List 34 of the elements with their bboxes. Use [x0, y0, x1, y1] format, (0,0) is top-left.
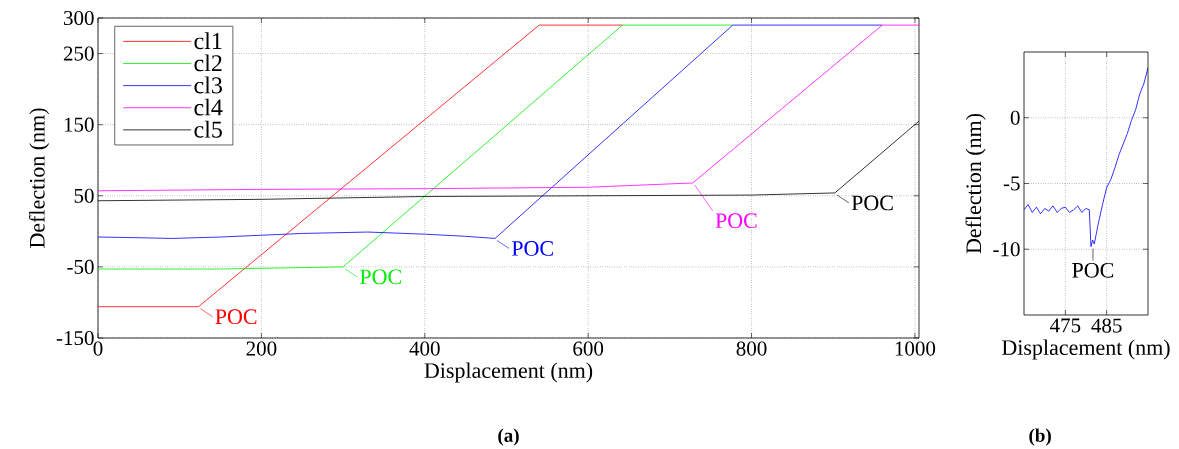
y-tick-label: 300	[63, 10, 94, 26]
legend-label: cl5	[194, 120, 222, 138]
x-axis-title: Displacement (nm)	[424, 362, 593, 383]
text: (a)	[498, 428, 519, 446]
y-tick-label: -150	[56, 330, 94, 346]
legend-label: cl2	[194, 54, 222, 72]
annotation: POC	[715, 213, 757, 229]
text: (b)	[1029, 428, 1051, 446]
legend-label: cl1	[194, 32, 222, 50]
y-tick-label: 150	[64, 117, 94, 132]
y-tick-label: -50	[67, 259, 94, 274]
x-tick-label: 400	[409, 341, 440, 356]
annotation: POC	[851, 195, 893, 211]
x-tick-label: 200	[246, 341, 277, 356]
x-tick-label: 800	[736, 341, 767, 356]
y-tick-label: 250	[63, 46, 94, 61]
annotation: POC	[215, 309, 257, 325]
x-tick-label: 1000	[895, 341, 936, 356]
annotation: POC	[511, 241, 553, 256]
y-tick-label: -10	[993, 242, 1020, 257]
annotation: POC	[1072, 262, 1114, 278]
x-tick-label: 485	[1091, 318, 1122, 333]
line-series	[98, 24, 919, 192]
legend-label: cl3	[194, 76, 222, 94]
y-axis-title: Deflection (nm)	[965, 113, 986, 254]
x-axis-title: Displacement (nm)	[1002, 339, 1170, 360]
y-axis-title: Deflection (nm)	[28, 108, 50, 248]
x-tick-label: 475	[1049, 318, 1081, 333]
annotation: POC	[360, 269, 401, 285]
legend-label: cl4	[194, 98, 223, 116]
y-tick-label: -5	[1003, 176, 1020, 191]
y-tick-label: 50	[74, 188, 94, 203]
y-tick-label: 0	[1010, 110, 1020, 125]
x-tick-label: 600	[573, 341, 604, 356]
